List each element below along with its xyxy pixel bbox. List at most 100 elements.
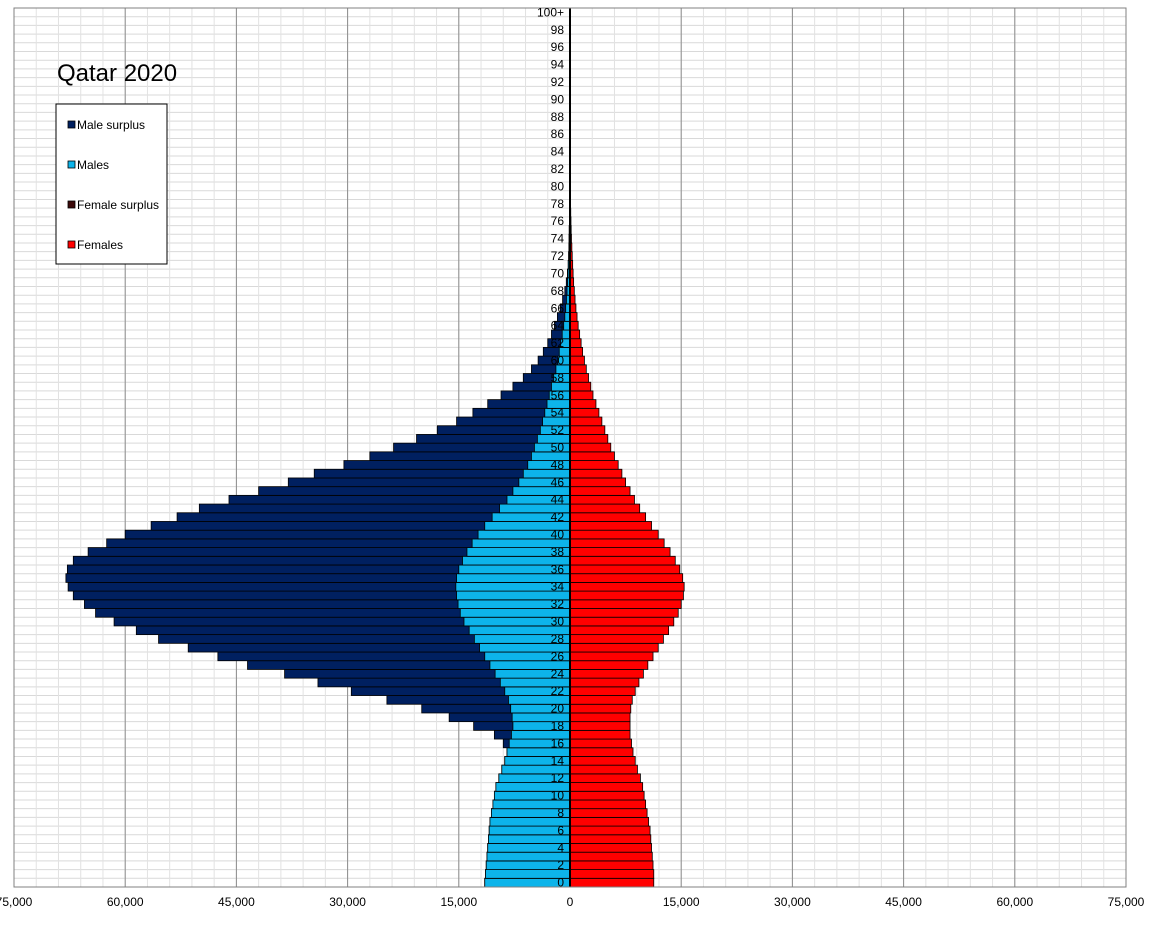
age-tick-label: 88	[551, 110, 565, 124]
age-tick-label: 28	[551, 632, 565, 646]
age-tick-label: 0	[557, 876, 564, 890]
bar-females	[569, 651, 654, 662]
age-tick-label: 2	[557, 858, 564, 872]
age-tick-label: 4	[557, 841, 564, 855]
age-tick-label: 44	[551, 493, 565, 507]
bar-females	[569, 434, 609, 444]
bar-females	[569, 468, 623, 479]
bar-females	[569, 677, 640, 688]
x-tick-label: 45,000	[885, 895, 922, 909]
bar-females	[569, 747, 634, 757]
bar-females	[569, 851, 653, 862]
bar-females	[569, 860, 654, 870]
bar-females	[569, 625, 669, 636]
bar-females	[569, 494, 635, 505]
bar-females	[569, 538, 665, 548]
bar-females	[569, 451, 615, 461]
age-tick-label: 100+	[537, 5, 564, 19]
age-tick-label: 48	[551, 458, 565, 472]
bar-females	[569, 529, 659, 540]
legend-swatch	[67, 240, 76, 249]
bar-females	[569, 329, 581, 340]
age-tick-label: 14	[551, 754, 565, 768]
bar-females	[569, 425, 606, 435]
age-tick-label: 76	[551, 214, 565, 228]
age-tick-label: 26	[551, 649, 565, 663]
age-tick-label: 84	[551, 145, 565, 159]
age-tick-label: 56	[551, 388, 565, 402]
bar-females	[569, 825, 651, 836]
x-tick-label: 60,000	[996, 895, 1033, 909]
age-tick-label: 6	[557, 823, 564, 837]
age-tick-label: 16	[551, 736, 565, 750]
legend-items: Male surplus Males Female surplus Females	[67, 118, 159, 252]
bar-females	[569, 381, 592, 392]
bar-females	[569, 834, 652, 844]
bar-females	[569, 756, 636, 766]
bar-females	[569, 703, 632, 714]
age-tick-label: 50	[551, 441, 565, 455]
bar-females	[569, 320, 579, 331]
bar-females	[569, 373, 589, 383]
bar-females	[569, 695, 633, 705]
age-tick-label: 36	[551, 562, 565, 576]
age-tick-label: 58	[551, 371, 565, 385]
age-tick-label: 72	[551, 249, 565, 263]
age-tick-label: 64	[551, 319, 565, 333]
bar-females	[569, 738, 632, 749]
age-tick-label: 10	[551, 789, 565, 803]
x-tick-label: 75,000	[0, 895, 33, 909]
legend-label: Females	[77, 238, 123, 252]
bar-females	[569, 512, 647, 522]
age-tick-label: 42	[551, 510, 565, 524]
x-tick-label: 75,000	[1108, 895, 1145, 909]
age-tick-label: 52	[551, 423, 565, 437]
age-tick-label: 82	[551, 162, 565, 176]
bar-females	[569, 338, 582, 348]
age-tick-label: 92	[551, 75, 565, 89]
x-tick-label: 30,000	[329, 895, 366, 909]
bar-females	[569, 616, 675, 627]
bar-females	[569, 347, 584, 357]
legend-box	[55, 103, 168, 265]
bar-females	[569, 799, 647, 810]
age-axis-tick-labels: 0246810121416182022242628303234363840424…	[537, 5, 564, 889]
bar-females	[569, 773, 641, 783]
chart-title: Qatar 2020	[57, 60, 177, 87]
bar-females	[569, 442, 612, 453]
age-tick-label: 18	[551, 719, 565, 733]
bar-females	[569, 790, 645, 801]
bar-females	[569, 555, 676, 566]
age-tick-label: 24	[551, 667, 565, 681]
bar-females	[569, 460, 619, 470]
x-tick-label: 15,000	[440, 895, 477, 909]
age-tick-label: 70	[551, 266, 565, 280]
bar-females	[569, 364, 587, 374]
legend-swatch	[67, 160, 76, 169]
legend-label: Male surplus	[77, 118, 145, 132]
bar-females	[569, 503, 641, 514]
age-tick-label: 86	[551, 127, 565, 141]
bar-females	[569, 564, 681, 575]
age-tick-label: 34	[551, 580, 565, 594]
age-tick-label: 32	[551, 597, 565, 611]
age-tick-label: 40	[551, 528, 565, 542]
bar-females	[569, 547, 671, 557]
age-tick-label: 60	[551, 353, 565, 367]
bar-females	[569, 686, 636, 696]
bar-females	[569, 869, 655, 879]
bar-females	[569, 782, 644, 792]
age-tick-label: 98	[551, 23, 565, 37]
bar-females	[569, 764, 638, 775]
bars-group	[65, 25, 685, 888]
bar-females	[569, 573, 684, 583]
x-tick-label: 60,000	[107, 895, 144, 909]
bar-females	[569, 816, 649, 827]
bar-females	[569, 642, 659, 653]
x-tick-label: 30,000	[774, 895, 811, 909]
bar-females	[569, 877, 655, 888]
x-tick-label: 45,000	[218, 895, 255, 909]
age-tick-label: 78	[551, 197, 565, 211]
age-tick-label: 80	[551, 179, 565, 193]
